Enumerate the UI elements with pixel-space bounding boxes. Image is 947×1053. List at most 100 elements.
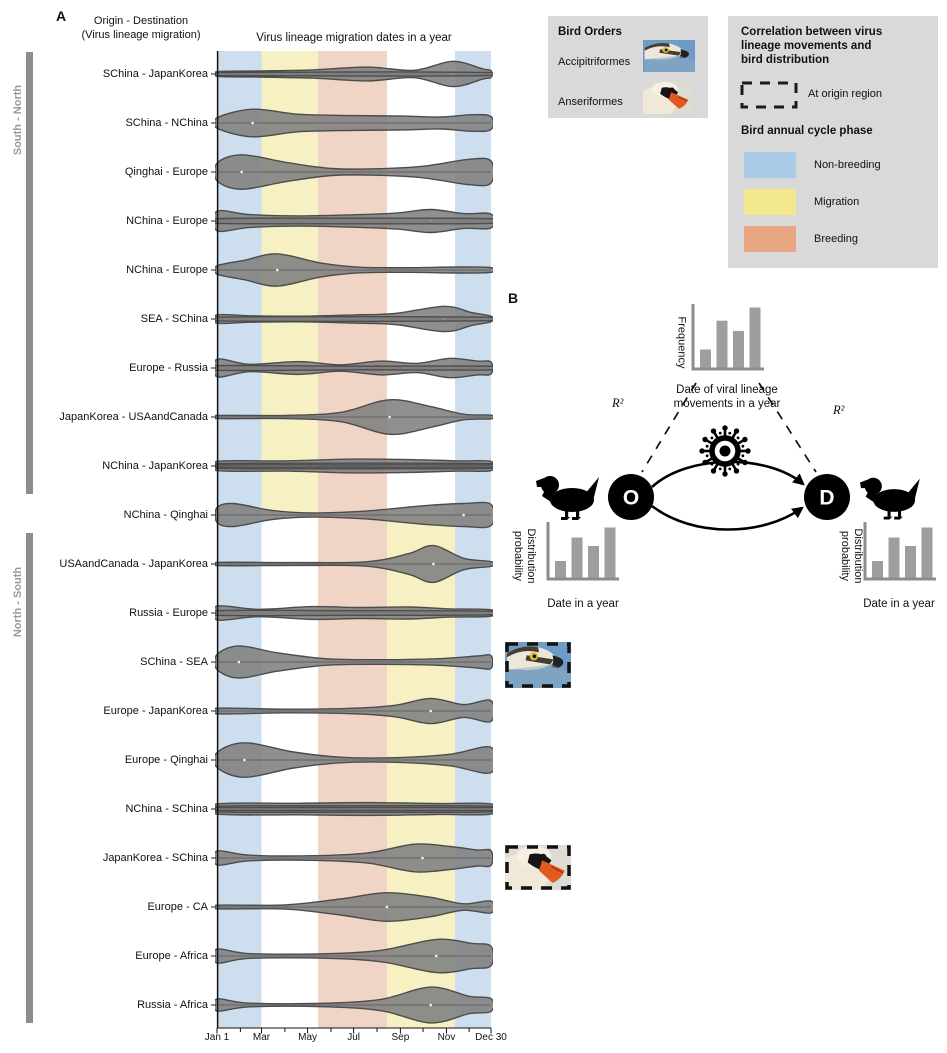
violin [215, 742, 493, 779]
non-breeding-band [454, 51, 491, 1028]
origin-node-label: O [623, 487, 639, 510]
at-origin-region-label: At origin region [808, 88, 882, 100]
correlation-dashed-line-right [758, 382, 817, 473]
breeding-swatch [744, 226, 796, 252]
violin [215, 253, 493, 287]
legend-accipitriformes-label: Accipitriformes [558, 56, 631, 68]
x-tick-label: Jul [347, 1032, 360, 1043]
origin-mini-chart [546, 522, 619, 581]
row-label: NChina - Europe [126, 215, 208, 227]
x-tick-label: Dec 30 [475, 1032, 507, 1043]
row-label: Russia - Europe [129, 607, 208, 619]
virus-icon [699, 425, 751, 477]
at-origin-dashed-border [505, 642, 571, 688]
violin [215, 315, 493, 323]
breeding-band [317, 51, 387, 1028]
migration-swatch [744, 189, 796, 215]
group-bar-north-south [26, 533, 33, 1023]
swan-photo [643, 81, 693, 114]
row-label: JapanKorea - SChina [102, 852, 208, 864]
x-tick-label: May [298, 1032, 318, 1043]
mini-chart-bar [588, 546, 599, 578]
mini-chart-bar [700, 349, 711, 368]
row-label: NChina - Qinghai [123, 509, 208, 521]
median-dot [429, 1003, 433, 1007]
duck-icon-destination [860, 477, 920, 520]
legend-anseriformes-label: Anseriformes [558, 96, 623, 108]
non-breeding-band [217, 51, 262, 1028]
row-label: Europe - Qinghai [124, 754, 208, 766]
osprey-image [505, 642, 571, 688]
violin [215, 645, 493, 679]
mini-chart-bar [604, 527, 616, 578]
destination-node-circle [804, 474, 850, 520]
median-dot [385, 905, 389, 909]
legend-correlation-title: Correlation between virus lineage moveme… [741, 26, 883, 66]
median-dot [243, 758, 246, 762]
violin [215, 364, 493, 372]
violin [215, 501, 493, 529]
violin [215, 217, 493, 225]
mini-chart-bar [888, 537, 900, 578]
osprey-photo [643, 40, 695, 72]
mini-chart-bar [921, 527, 933, 578]
row-label: NChina - Europe [126, 264, 208, 276]
mini-chart-bar [716, 320, 728, 368]
legend-bird-orders-title: Bird Orders [558, 26, 622, 38]
row-axis-title: Origin - Destination (Virus lineage migr… [81, 15, 201, 41]
x-tick-label: Jan 1 [204, 1032, 230, 1043]
row-label: Europe - Africa [135, 950, 208, 962]
mini-chart-bar [905, 546, 916, 578]
median-dot [421, 856, 424, 860]
destination-mini-chart [863, 522, 936, 581]
group-bar-south-north [26, 52, 33, 494]
median-dot [434, 954, 438, 958]
destination-distribution-axis-label: Distribution probability [839, 528, 864, 584]
violin [215, 464, 493, 468]
row-label: SEA - SChina [140, 313, 208, 325]
at-origin-dashed-border [505, 845, 571, 890]
destination-node-label: D [819, 487, 834, 510]
violin [215, 938, 493, 974]
median-dot [237, 660, 241, 664]
x-tick-label: Sep [391, 1032, 410, 1043]
row-label: Europe - JapanKorea [103, 705, 208, 717]
mini-chart-bar [733, 330, 744, 368]
violin [215, 806, 493, 812]
r-squared-right: R² [833, 403, 845, 417]
row-label: NChina - JapanKorea [102, 460, 208, 472]
median-dot [275, 268, 279, 272]
migration-arrow-lower [651, 504, 804, 531]
phase-legend-title: Bird annual cycle phase [741, 125, 873, 137]
panel-b-label: B [508, 290, 519, 306]
legend-bird-orders: Bird Orders Accipitriformes Anseriformes [548, 16, 708, 118]
duck-icon-origin [536, 476, 599, 520]
dashed-box-icon [740, 81, 798, 109]
non-breeding-label: Non-breeding [814, 159, 881, 171]
x-tick-label: Nov [437, 1032, 456, 1043]
swan-image [643, 81, 693, 114]
origin-node-circle [608, 474, 654, 520]
swan-image [505, 845, 571, 890]
correlation-dashed-line-left [641, 382, 697, 473]
swan-photo-at-origin [505, 845, 571, 890]
mini-chart-bar [872, 561, 883, 578]
row-label: SChina - SEA [140, 656, 208, 668]
origin-distribution-axis-label: Distribution probability [512, 528, 537, 584]
row-label: USAandCanada - JapanKorea [59, 558, 208, 570]
violin [215, 843, 493, 873]
r-squared-left: R² [612, 396, 624, 410]
plot-title: Virus lineage migration dates in a year [256, 32, 452, 44]
osprey-image [643, 40, 695, 72]
row-label: Europe - Russia [129, 362, 208, 374]
group-label-south-north: South - North [12, 84, 24, 156]
row-label: Qinghai - Europe [124, 166, 208, 178]
violin [215, 108, 493, 138]
mini-chart-bar [571, 537, 583, 578]
row-label: Russia - Africa [137, 999, 208, 1011]
violin [215, 609, 493, 617]
breeding-label: Breeding [814, 233, 859, 245]
destination-date-axis-label: Date in a year [863, 598, 935, 610]
violin [215, 544, 493, 584]
